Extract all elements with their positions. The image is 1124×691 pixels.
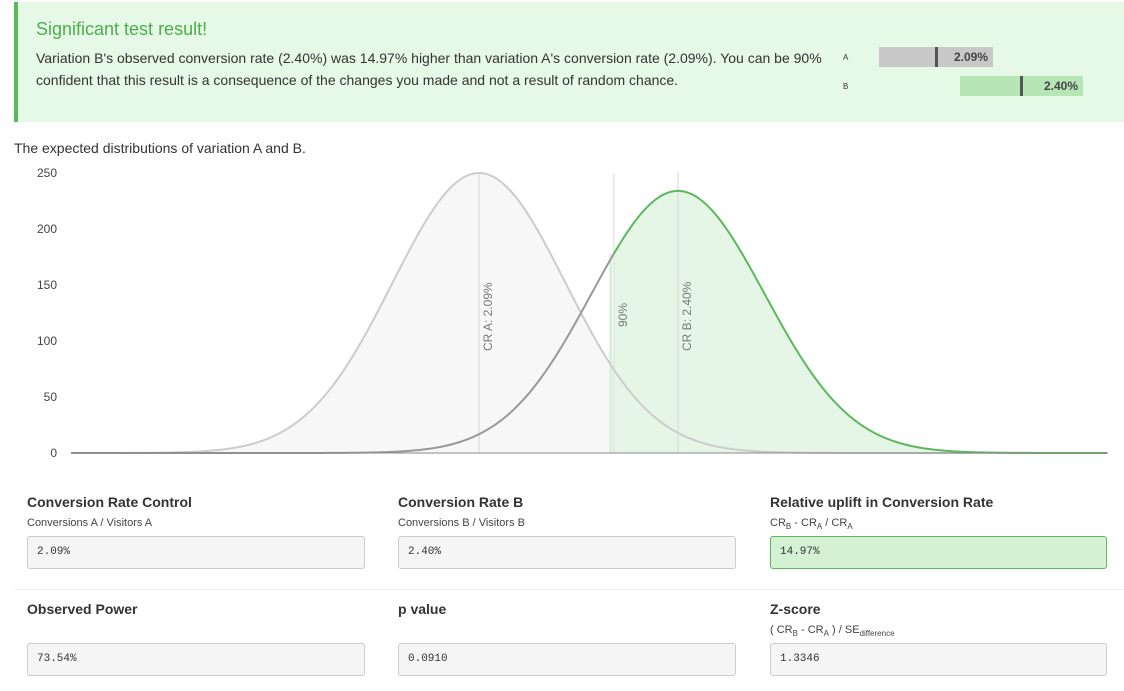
bar-b-marker	[1020, 76, 1023, 96]
variant-rate-field[interactable]: 2.40%	[398, 536, 736, 569]
distribution-chart: 0 50 100 150 200 250 CR A: 2.09% 90% CR B: 2.40%	[37, 166, 1108, 460]
bar-a-value: 2.09%	[954, 50, 989, 64]
chart-annotation: 90%	[616, 303, 630, 327]
power-title: Observed Power	[27, 601, 138, 617]
variant-rate-subtitle: Conversions B / Visitors B	[398, 517, 525, 529]
zscore-formula: ( CRB - CRA ) / SEdifference	[770, 624, 895, 639]
variant-rate-cell: Conversion Rate B Conversions B / Visito…	[398, 494, 525, 529]
bar-a-label: A	[843, 53, 849, 62]
y-tick-label: 50	[44, 390, 58, 404]
y-tick-label: 200	[37, 222, 57, 236]
y-tick-label: 250	[37, 166, 57, 180]
zscore-field[interactable]: 1.3346	[770, 643, 1107, 676]
power-field[interactable]: 73.54%	[27, 643, 365, 676]
zscore-cell: Z-score ( CRB - CRA ) / SEdifference	[770, 601, 895, 638]
control-rate-title: Conversion Rate Control	[27, 494, 192, 510]
pvalue-cell: p value	[398, 601, 446, 617]
uplift-formula: CRB - CRA / CRA	[770, 517, 853, 532]
uplift-cell: Relative uplift in Conversion Rate CRB -…	[770, 494, 993, 531]
variant-rate-title: Conversion Rate B	[398, 494, 524, 510]
bar-a: 2.09%	[879, 47, 993, 67]
pvalue-title: p value	[398, 601, 447, 617]
y-tick-label: 0	[50, 446, 57, 460]
result-title: Significant test result!	[36, 19, 208, 39]
series-b-area	[613, 190, 1108, 454]
bar-a-marker	[935, 47, 938, 67]
uplift-field[interactable]: 14.97%	[770, 536, 1107, 569]
chart-annotation: CR B: 2.40%	[680, 281, 694, 351]
distribution-caption: The expected distributions of variation …	[14, 140, 306, 156]
row-divider	[14, 589, 1124, 590]
pvalue-field[interactable]: 0.0910	[398, 643, 736, 676]
bar-b-value: 2.40%	[1044, 79, 1079, 93]
y-tick-label: 150	[37, 278, 57, 292]
series-a-area	[71, 173, 614, 453]
chart-annotation: CR A: 2.09%	[481, 282, 495, 351]
result-description: Variation B's observed conversion rate (…	[36, 50, 822, 88]
control-rate-cell: Conversion Rate Control Conversions A / …	[27, 494, 192, 529]
bar-b: 2.40%	[960, 76, 1083, 96]
uplift-title: Relative uplift in Conversion Rate	[770, 494, 994, 510]
power-cell: Observed Power	[27, 601, 138, 617]
bar-b-label: B	[843, 82, 849, 91]
control-rate-field[interactable]: 2.09%	[27, 536, 365, 569]
y-tick-label: 100	[37, 334, 57, 348]
control-rate-subtitle: Conversions A / Visitors A	[27, 517, 153, 529]
zscore-title: Z-score	[770, 601, 821, 617]
